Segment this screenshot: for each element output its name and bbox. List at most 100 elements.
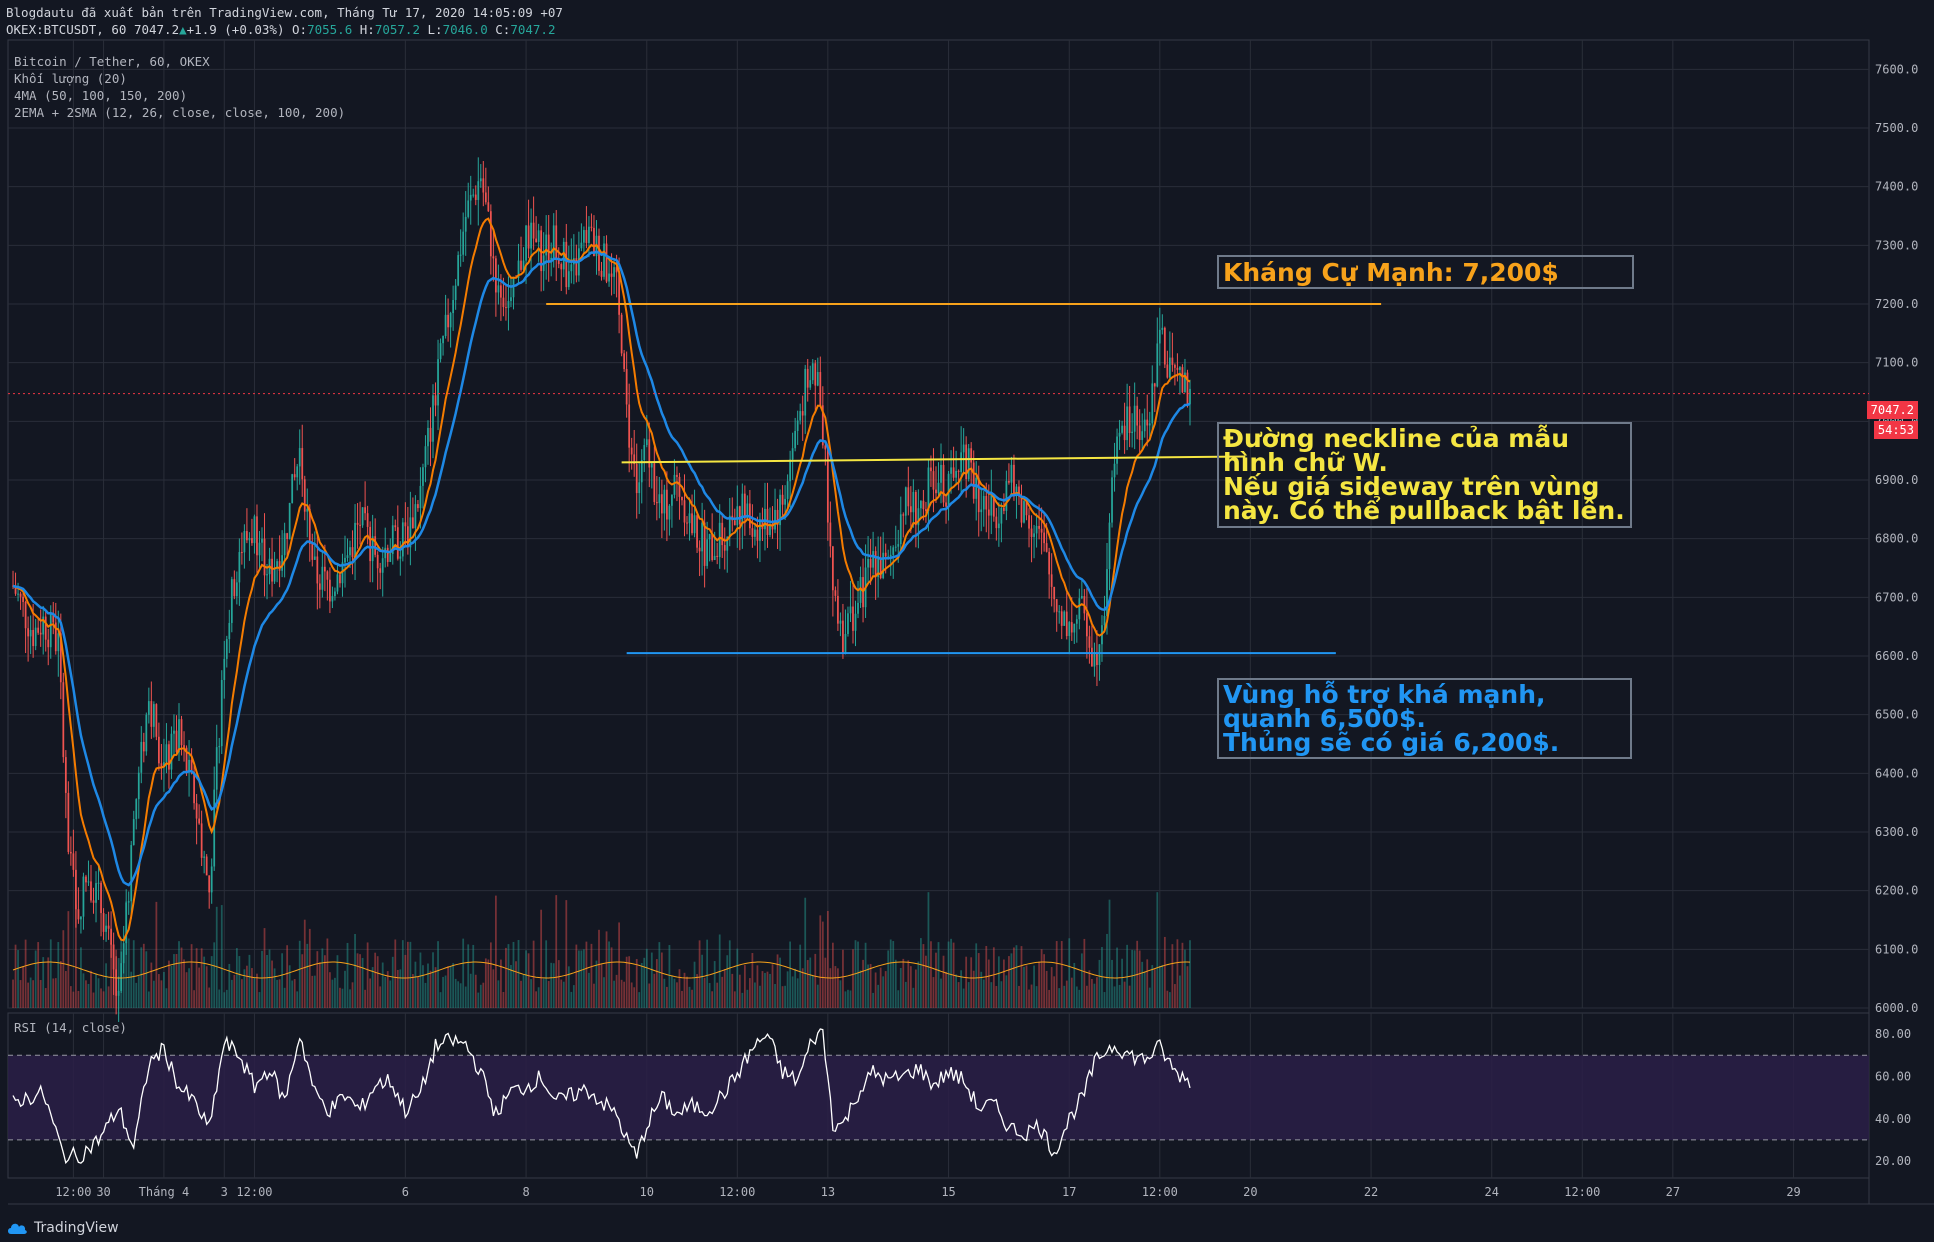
price-tick-label: 6200.0 xyxy=(1875,884,1918,898)
candle-body xyxy=(1013,464,1015,494)
volume-bar xyxy=(80,947,82,1008)
candle-body xyxy=(580,242,583,249)
candle-body xyxy=(203,856,206,858)
volume-bar xyxy=(417,976,419,1008)
rsi-legend[interactable]: RSI (14, close) xyxy=(14,1020,127,1035)
candle-body xyxy=(326,571,329,580)
candle-body xyxy=(537,230,540,242)
volume-bar xyxy=(711,991,714,1008)
time-tick-label: 12:00 xyxy=(1564,1185,1600,1199)
ma-legend[interactable]: 4MA (50, 100, 150, 200) xyxy=(14,88,188,103)
time-tick-label: 24 xyxy=(1485,1185,1499,1199)
candle-body xyxy=(935,489,937,494)
volume-bar xyxy=(291,980,294,1008)
candle-body xyxy=(1186,372,1189,405)
support-annotation[interactable]: Vùng hỗ trợ khá mạnh, quanh 6,500$. Thủn… xyxy=(1217,678,1632,759)
volume-bar xyxy=(281,953,284,1008)
volume-legend[interactable]: Khối lượng (20) xyxy=(14,71,127,86)
time-tick-label: 12:00 xyxy=(55,1185,91,1199)
candle-body xyxy=(178,719,180,753)
candle-body xyxy=(502,297,505,308)
volume-bar xyxy=(1174,984,1176,1008)
volume-bar xyxy=(1008,956,1010,1008)
volume-bar xyxy=(980,971,983,1008)
candle-body xyxy=(220,679,223,747)
volume-bar xyxy=(57,942,60,1008)
candle-body xyxy=(432,395,434,442)
volume-bar xyxy=(19,980,22,1008)
volume-bar xyxy=(135,982,138,1008)
candle-body xyxy=(945,502,947,507)
candle-body xyxy=(122,943,125,964)
candle-body xyxy=(117,990,120,996)
volume-bar xyxy=(990,982,993,1008)
volume-bar xyxy=(605,931,608,1008)
volume-bar xyxy=(1179,975,1181,1008)
volume-bar xyxy=(909,966,912,1008)
candle-body xyxy=(608,273,610,282)
tradingview-logo[interactable]: TradingView xyxy=(6,1220,119,1236)
volume-bar xyxy=(406,941,409,1008)
candle-body xyxy=(623,353,626,370)
volume-bar xyxy=(437,941,439,1008)
candle-body xyxy=(424,446,427,468)
candle-body xyxy=(681,496,683,501)
candle-body xyxy=(620,314,623,354)
pair-legend[interactable]: Bitcoin / Tether, 60, OKEX xyxy=(14,54,210,69)
candle-body xyxy=(852,606,854,631)
volume-bar xyxy=(997,956,1000,1008)
resistance-annotation[interactable]: Kháng Cự Mạnh: 7,200$ xyxy=(1217,255,1634,289)
volume-bar xyxy=(590,943,593,1008)
candle-body xyxy=(884,552,887,557)
time-tick-label: 15 xyxy=(941,1185,955,1199)
volume-bar xyxy=(640,962,643,1008)
candle-body xyxy=(482,178,485,193)
volume-bar xyxy=(205,966,208,1008)
candle-body xyxy=(610,273,613,277)
candle-body xyxy=(1015,486,1018,494)
candle-body xyxy=(867,559,869,568)
volume-bar xyxy=(170,965,173,1008)
volume-bar xyxy=(819,915,822,1008)
volume-bar xyxy=(356,953,359,1008)
volume-bar xyxy=(266,955,268,1008)
candle-body xyxy=(1133,405,1136,432)
candle-body xyxy=(575,258,578,276)
price-tick-label: 7600.0 xyxy=(1875,62,1918,76)
volume-bar xyxy=(583,949,585,1008)
candle-body xyxy=(452,299,455,314)
ema-legend[interactable]: 2EMA + 2SMA (12, 26, close, close, 100, … xyxy=(14,105,346,120)
volume-bar xyxy=(920,938,922,1008)
volume-bar xyxy=(208,987,211,1008)
candle-body xyxy=(844,633,847,653)
candle-body xyxy=(741,493,744,525)
candle-body xyxy=(520,260,522,270)
candle-body xyxy=(671,494,673,506)
volume-bar xyxy=(557,960,560,1008)
candle-body xyxy=(394,525,397,528)
price-tick-label: 6000.0 xyxy=(1875,1001,1918,1015)
price-tick-label: 6700.0 xyxy=(1875,590,1918,604)
candle-body xyxy=(366,513,369,527)
volume-bar xyxy=(301,954,304,1008)
volume-bar xyxy=(630,982,633,1008)
candle-body xyxy=(658,494,661,504)
candle-body xyxy=(459,254,462,256)
candle-body xyxy=(1003,508,1005,511)
volume-bar xyxy=(210,956,213,1008)
candle-body xyxy=(920,500,922,509)
volume-bar xyxy=(47,957,50,1008)
candle-body xyxy=(630,447,633,455)
candle-body xyxy=(152,704,155,727)
candle-body xyxy=(869,559,872,568)
volume-bar xyxy=(404,954,407,1008)
volume-bar xyxy=(940,978,942,1008)
volume-bar xyxy=(429,970,432,1008)
volume-bar xyxy=(872,992,874,1008)
volume-bar xyxy=(158,974,160,1008)
volume-bar xyxy=(565,900,568,1008)
candle-body xyxy=(163,762,165,767)
volume-bar xyxy=(160,980,163,1008)
neckline-annotation[interactable]: Đường neckline của mẫu hình chữ W. Nếu g… xyxy=(1217,422,1632,528)
